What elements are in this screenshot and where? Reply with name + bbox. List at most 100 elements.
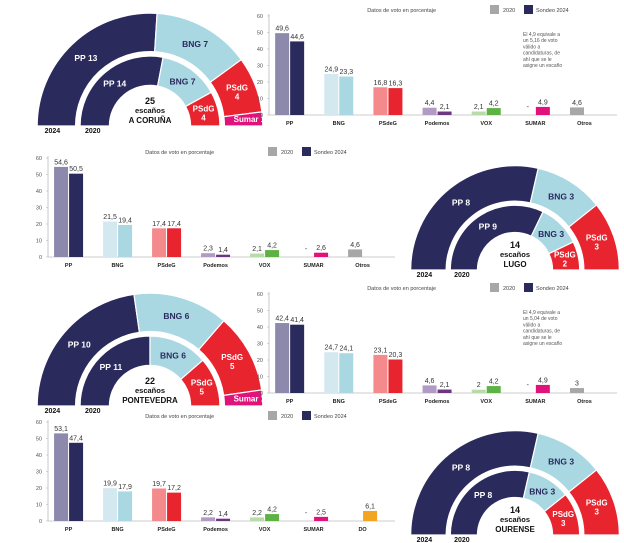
province-name: LUGO (503, 260, 526, 269)
category-label: SUMAR (525, 399, 545, 405)
inner-label-psdg: PSdG (191, 379, 213, 388)
inner-label-psdg: PSdG (552, 510, 574, 519)
bar-psdeg-2020 (152, 228, 167, 257)
data-label: 50,5 (69, 166, 83, 173)
bar-pp-2024 (69, 442, 84, 521)
data-label: 4,6 (425, 378, 435, 385)
inner-label-bng: BNG 3 (538, 229, 564, 239)
inner-seat-block-pp (449, 204, 544, 271)
y-tick-label: 60 (36, 420, 42, 426)
bar-podemos-2020 (201, 253, 216, 257)
outer-label-psdg-seats: 4 (235, 93, 240, 102)
category-label: BNG (111, 263, 123, 269)
data-label: 4,6 (350, 242, 360, 249)
data-label: 2,2 (252, 510, 262, 517)
inner-seat-block-psdg (543, 493, 581, 536)
bar-pp-2024 (290, 324, 305, 393)
inner-label-bng: BNG 7 (169, 76, 195, 86)
y-tick-label: 0 (39, 255, 42, 261)
data-label: 2,1 (440, 382, 450, 389)
bar-bng-2024 (339, 76, 354, 115)
inner-label-bng: BNG 3 (529, 487, 555, 497)
bar-bng-2020 (103, 221, 118, 257)
year-label-outer: 2024 (45, 128, 61, 134)
bar-otros-2020 (348, 249, 363, 257)
data-label: 2,2 (203, 510, 213, 517)
data-label: 19,4 (118, 217, 132, 224)
y-tick-label: 60 (36, 156, 42, 162)
data-label: 17,9 (118, 484, 132, 491)
data-label: 23,1 (374, 347, 388, 354)
outer-label-psdg-seats: 5 (230, 362, 235, 371)
category-label: PSdeG (379, 399, 397, 405)
bar-psdeg-2020 (373, 87, 388, 115)
inner-label-pp: PP 11 (100, 362, 123, 372)
bar-bng-2024 (118, 224, 133, 257)
bar-bng-2020 (324, 352, 339, 393)
y-tick-label: 30 (257, 64, 263, 70)
bar-podemos-2024 (437, 111, 452, 115)
category-label: PSdeG (379, 121, 397, 127)
legend-caption: Datos de voto en porcentaje (367, 8, 436, 14)
bar-vox-2024 (486, 108, 501, 115)
data-label: 4,9 (538, 377, 548, 384)
inner-seat-block-psdg (184, 91, 221, 127)
data-label: 4,6 (572, 100, 582, 107)
outer-seat-block-sumar (223, 389, 264, 407)
province-name: PONTEVEDRA (122, 396, 178, 405)
inner-seat-block-psdg (179, 359, 221, 407)
data-label: 49,6 (275, 26, 289, 33)
bar-pp-2024 (290, 41, 305, 115)
outer-label-bng: BNG 3 (548, 457, 574, 467)
category-label: VOX (259, 527, 271, 533)
outer-label-pp: PP 10 (68, 340, 91, 350)
legend-swatch-2024 (524, 283, 533, 292)
y-tick-label: 50 (36, 173, 42, 179)
bar-podemos-2024 (216, 254, 231, 257)
y-tick-label: 50 (257, 309, 263, 315)
y-tick-label: 20 (257, 80, 263, 86)
category-label: Podemos (203, 263, 228, 269)
y-tick-label: 30 (36, 206, 42, 212)
bar-chart-pontevedra: 0 10 20 30 40 50 60 Datos de voto en porcentaje… (257, 283, 617, 405)
year-label-inner: 2020 (85, 128, 101, 134)
category-label: DO (358, 527, 367, 533)
category-label: PSdeG (158, 263, 176, 269)
seat-word: escaños (500, 515, 530, 524)
y-tick-label: 50 (257, 31, 263, 37)
seat-total: 14 (510, 505, 520, 515)
category-label: PP (286, 121, 294, 127)
year-label-inner: 2020 (85, 408, 101, 414)
bar-vox-2024 (265, 514, 280, 521)
data-label: 2,1 (474, 104, 484, 111)
y-tick-label: 30 (257, 342, 263, 348)
category-label: PP (65, 263, 73, 269)
data-label: 4,2 (489, 379, 499, 386)
bar-vox-2020 (250, 253, 265, 257)
outer-label-sumar: Sumar 1 (234, 394, 266, 403)
y-tick-label: 0 (39, 519, 42, 525)
category-label: Otros (577, 399, 592, 405)
data-label: 17,4 (167, 221, 181, 228)
category-label: SUMAR (303, 527, 323, 533)
data-label: 54,6 (54, 159, 68, 166)
seat-total: 22 (145, 376, 155, 386)
y-tick-label: 10 (36, 239, 42, 245)
bar-psdeg-2020 (152, 488, 167, 521)
bar-psdeg-2024 (388, 359, 403, 393)
outer-seat-block-pp (410, 165, 539, 271)
year-label-outer: 2024 (417, 537, 433, 543)
outer-seat-block-psdg (567, 469, 620, 536)
data-label: 41,4 (290, 317, 304, 324)
y-tick-label: 10 (36, 503, 42, 509)
category-label: VOX (480, 121, 492, 127)
y-tick-label: 40 (36, 453, 42, 459)
bar-vox-2024 (486, 386, 501, 393)
data-label: - (305, 510, 308, 517)
year-label-outer: 2024 (417, 272, 433, 278)
outer-seat-block-pp (410, 430, 539, 536)
legend-swatch-2020 (490, 283, 499, 292)
